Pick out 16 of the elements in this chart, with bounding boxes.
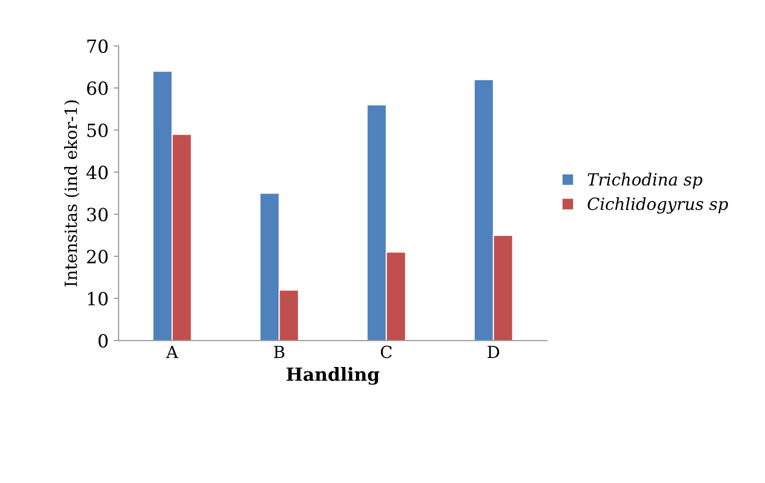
y-tick-label: 30 [87,208,108,222]
legend-label: Cichlidogyrus sp [588,197,728,214]
y-tick-label: 20 [87,250,108,264]
y-tick-label: 40 [86,166,108,180]
x-tick-label: D [488,346,500,358]
legend-label: Trichodina sp [588,172,702,189]
y-tick-label: 0 [98,334,108,348]
y-tick-label: 60 [87,81,108,96]
x-axis-title: Handling [286,367,380,385]
y-tick-label: 50 [87,124,108,138]
y-tick-label: 10 [88,292,108,306]
y-tick-label: 70 [87,39,108,53]
x-tick-label: A [166,346,178,358]
x-tick-label: B [274,346,284,358]
x-tick-label: C [380,346,392,358]
y-axis-title: Intensitas (ind ekor-1) [64,100,80,286]
